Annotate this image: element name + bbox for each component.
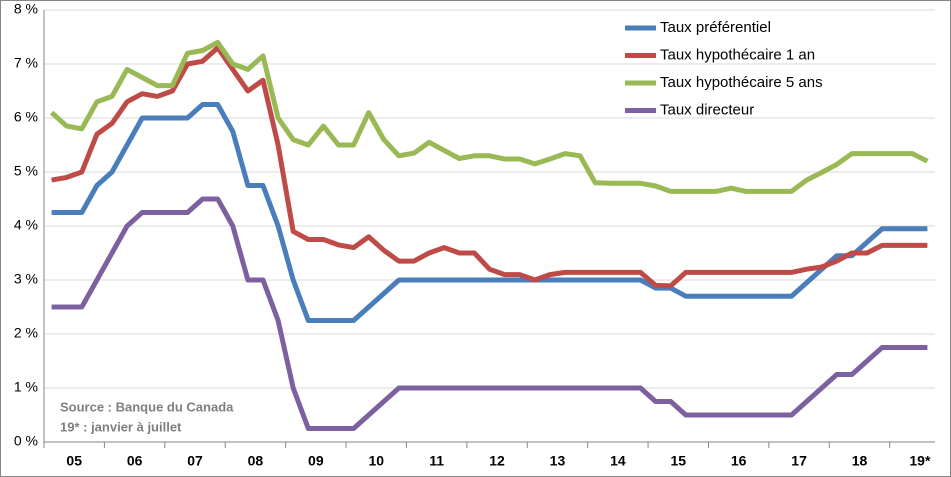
x-tick-label: 06 <box>127 453 143 469</box>
x-tick-label: 19* <box>909 453 931 469</box>
x-tick-label: 09 <box>308 453 324 469</box>
x-tick-label: 15 <box>670 453 686 469</box>
y-tick-label: 8 % <box>14 1 38 17</box>
y-tick-label: 4 % <box>14 217 38 233</box>
x-tick-label: 12 <box>489 453 505 469</box>
legend-label: Taux directeur <box>660 101 754 118</box>
x-tick-label: 18 <box>852 453 868 469</box>
legend-label: Taux hypothécaire 5 ans <box>660 74 823 91</box>
source-note: Source : Banque du Canada <box>60 399 234 414</box>
y-tick-label: 1 % <box>14 379 38 395</box>
y-tick-label: 7 % <box>14 55 38 71</box>
legend: Taux préférentiel Taux hypothécaire 1 an T… <box>625 19 823 118</box>
series-line <box>51 196 928 431</box>
y-tick-label: 6 % <box>14 109 38 125</box>
x-tick-label: 10 <box>368 453 384 469</box>
x-tick-label: 07 <box>187 453 203 469</box>
y-tick-label: 2 % <box>14 325 38 341</box>
series-line <box>51 45 928 289</box>
x-tick-label: 11 <box>429 453 444 469</box>
y-tick-label: 3 % <box>14 271 38 287</box>
x-tick-label: 14 <box>610 453 626 469</box>
x-tick-label: 17 <box>791 453 807 469</box>
x-tick-label: 05 <box>66 453 82 469</box>
y-tick-label: 5 % <box>14 163 38 179</box>
x-tick-label: 13 <box>550 453 566 469</box>
series-line <box>49 39 929 194</box>
legend-label: Taux hypothécaire 1 an <box>660 46 815 63</box>
y-tick-label: 0 % <box>14 433 38 449</box>
x-tick-label: 16 <box>731 453 747 469</box>
legend-label: Taux préférentiel <box>660 19 771 36</box>
period-note: 19* : janvier à juillet <box>60 419 182 434</box>
x-tick-label: 08 <box>248 453 264 469</box>
series-line <box>51 102 928 323</box>
